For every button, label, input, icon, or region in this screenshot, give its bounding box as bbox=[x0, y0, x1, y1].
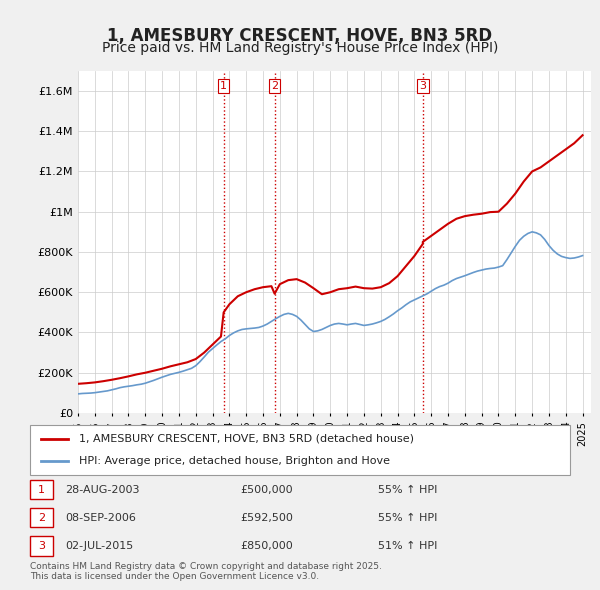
Text: 1: 1 bbox=[220, 81, 227, 91]
Text: 3: 3 bbox=[419, 81, 427, 91]
Text: 3: 3 bbox=[38, 542, 45, 551]
Text: 1, AMESBURY CRESCENT, HOVE, BN3 5RD: 1, AMESBURY CRESCENT, HOVE, BN3 5RD bbox=[107, 27, 493, 45]
Text: 55% ↑ HPI: 55% ↑ HPI bbox=[378, 485, 437, 494]
Text: Price paid vs. HM Land Registry's House Price Index (HPI): Price paid vs. HM Land Registry's House … bbox=[102, 41, 498, 55]
Text: 1, AMESBURY CRESCENT, HOVE, BN3 5RD (detached house): 1, AMESBURY CRESCENT, HOVE, BN3 5RD (det… bbox=[79, 434, 413, 444]
Text: 02-JUL-2015: 02-JUL-2015 bbox=[65, 542, 133, 551]
Text: Contains HM Land Registry data © Crown copyright and database right 2025.
This d: Contains HM Land Registry data © Crown c… bbox=[30, 562, 382, 581]
Text: £592,500: £592,500 bbox=[240, 513, 293, 523]
Text: £850,000: £850,000 bbox=[240, 542, 293, 551]
Text: 1: 1 bbox=[38, 485, 45, 494]
Text: HPI: Average price, detached house, Brighton and Hove: HPI: Average price, detached house, Brig… bbox=[79, 456, 389, 466]
Text: 51% ↑ HPI: 51% ↑ HPI bbox=[378, 542, 437, 551]
Text: 2: 2 bbox=[271, 81, 278, 91]
Text: 55% ↑ HPI: 55% ↑ HPI bbox=[378, 513, 437, 523]
Text: 28-AUG-2003: 28-AUG-2003 bbox=[65, 485, 139, 494]
FancyBboxPatch shape bbox=[30, 425, 570, 475]
Text: 2: 2 bbox=[38, 513, 45, 523]
Text: 08-SEP-2006: 08-SEP-2006 bbox=[65, 513, 136, 523]
Text: £500,000: £500,000 bbox=[240, 485, 293, 494]
